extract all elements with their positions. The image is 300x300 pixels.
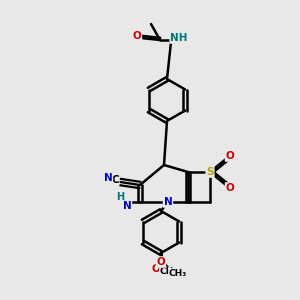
Text: CH₃: CH₃	[169, 268, 187, 278]
Text: N: N	[123, 201, 131, 211]
Text: O: O	[133, 31, 141, 41]
Text: O: O	[152, 264, 160, 274]
Text: O: O	[157, 257, 165, 267]
Text: O: O	[226, 151, 234, 161]
Text: NH: NH	[170, 33, 188, 43]
Text: H: H	[116, 192, 124, 202]
Text: O: O	[226, 183, 234, 193]
Text: N: N	[164, 197, 172, 207]
Text: CH₃: CH₃	[160, 268, 178, 277]
Text: N: N	[103, 173, 112, 183]
Text: C: C	[111, 175, 119, 185]
Text: S: S	[206, 167, 214, 177]
